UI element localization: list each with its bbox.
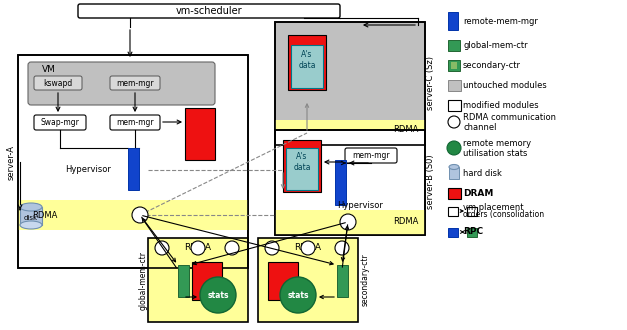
- Bar: [335, 160, 346, 205]
- Bar: [283, 140, 321, 192]
- Bar: [128, 148, 139, 190]
- FancyBboxPatch shape: [34, 76, 82, 90]
- Circle shape: [280, 277, 316, 313]
- Text: mem-mgr: mem-mgr: [116, 79, 154, 87]
- Circle shape: [335, 241, 349, 255]
- Text: disk: disk: [24, 215, 38, 221]
- Bar: [291, 45, 323, 88]
- Text: server-B (S0): server-B (S0): [426, 155, 435, 209]
- Bar: [337, 265, 348, 297]
- Circle shape: [265, 241, 279, 255]
- Text: kswapd: kswapd: [43, 79, 73, 87]
- Text: orders (consolidation: orders (consolidation: [463, 211, 544, 219]
- Text: vm placement: vm placement: [463, 203, 524, 212]
- Bar: [448, 40, 460, 51]
- Bar: [448, 60, 460, 71]
- Bar: [18, 200, 248, 230]
- Circle shape: [340, 214, 356, 230]
- Text: server-C (Sz): server-C (Sz): [426, 56, 435, 110]
- Bar: [20, 207, 42, 225]
- Text: RPC: RPC: [463, 227, 483, 237]
- Bar: [467, 207, 477, 216]
- Bar: [148, 238, 248, 322]
- Circle shape: [225, 241, 239, 255]
- Text: stats: stats: [208, 290, 229, 300]
- Bar: [448, 80, 461, 91]
- Ellipse shape: [20, 221, 42, 229]
- Text: RDMA: RDMA: [295, 244, 322, 252]
- Bar: [275, 130, 425, 235]
- Bar: [451, 62, 457, 69]
- Bar: [275, 22, 425, 145]
- Text: A's
data: A's data: [293, 152, 311, 172]
- Text: channel: channel: [463, 122, 497, 131]
- Text: remote memory: remote memory: [463, 140, 531, 148]
- Ellipse shape: [20, 203, 42, 211]
- Bar: [178, 265, 189, 297]
- Text: untouched modules: untouched modules: [463, 81, 547, 89]
- Text: stats: stats: [287, 290, 308, 300]
- Text: hard disk: hard disk: [463, 169, 502, 178]
- Bar: [286, 148, 318, 190]
- Text: Swap-mgr: Swap-mgr: [41, 118, 80, 127]
- FancyBboxPatch shape: [34, 115, 86, 130]
- Bar: [467, 228, 477, 237]
- FancyBboxPatch shape: [345, 148, 397, 163]
- Text: utilisation stats: utilisation stats: [463, 148, 527, 157]
- Bar: [448, 100, 461, 111]
- Text: secondary-ctr: secondary-ctr: [361, 254, 369, 306]
- Circle shape: [191, 241, 205, 255]
- Text: mem-mgr: mem-mgr: [352, 151, 390, 160]
- Bar: [185, 108, 215, 160]
- Bar: [448, 228, 458, 237]
- Bar: [258, 238, 358, 322]
- FancyBboxPatch shape: [110, 76, 160, 90]
- Bar: [268, 262, 298, 300]
- Text: remote-mem-mgr: remote-mem-mgr: [463, 16, 538, 25]
- Text: global-mem-ctr: global-mem-ctr: [139, 250, 147, 310]
- Bar: [448, 12, 458, 30]
- Text: RDMA: RDMA: [32, 211, 58, 219]
- Bar: [275, 22, 425, 145]
- Circle shape: [301, 241, 315, 255]
- Text: A's
data: A's data: [298, 50, 316, 70]
- Circle shape: [200, 277, 236, 313]
- Text: modified modules: modified modules: [463, 101, 539, 110]
- Text: server-A: server-A: [6, 145, 16, 180]
- Text: RDMA: RDMA: [393, 217, 418, 226]
- FancyBboxPatch shape: [28, 62, 215, 105]
- Text: VM: VM: [42, 65, 56, 75]
- Text: RDMA: RDMA: [184, 244, 211, 252]
- Bar: [192, 262, 222, 300]
- Text: Hypervisor: Hypervisor: [337, 201, 383, 210]
- Text: mem-mgr: mem-mgr: [116, 118, 154, 127]
- Bar: [448, 207, 458, 216]
- Bar: [275, 130, 425, 235]
- Text: DRAM: DRAM: [463, 188, 493, 197]
- Circle shape: [448, 116, 460, 128]
- Ellipse shape: [449, 164, 459, 170]
- Bar: [449, 167, 459, 179]
- Text: secondary-ctr: secondary-ctr: [463, 60, 521, 70]
- Text: RDMA communication: RDMA communication: [463, 114, 556, 122]
- Text: global-mem-ctr: global-mem-ctr: [463, 41, 528, 49]
- Circle shape: [447, 141, 461, 155]
- Circle shape: [132, 207, 148, 223]
- Bar: [18, 55, 248, 268]
- Text: vm-scheduler: vm-scheduler: [176, 6, 242, 16]
- Bar: [275, 120, 425, 145]
- Bar: [288, 35, 326, 90]
- Circle shape: [155, 241, 169, 255]
- Bar: [275, 210, 425, 235]
- Text: RDMA: RDMA: [393, 125, 418, 135]
- Bar: [18, 55, 248, 268]
- FancyBboxPatch shape: [78, 4, 340, 18]
- Bar: [448, 188, 461, 199]
- Text: Hypervisor: Hypervisor: [65, 166, 111, 175]
- FancyBboxPatch shape: [110, 115, 160, 130]
